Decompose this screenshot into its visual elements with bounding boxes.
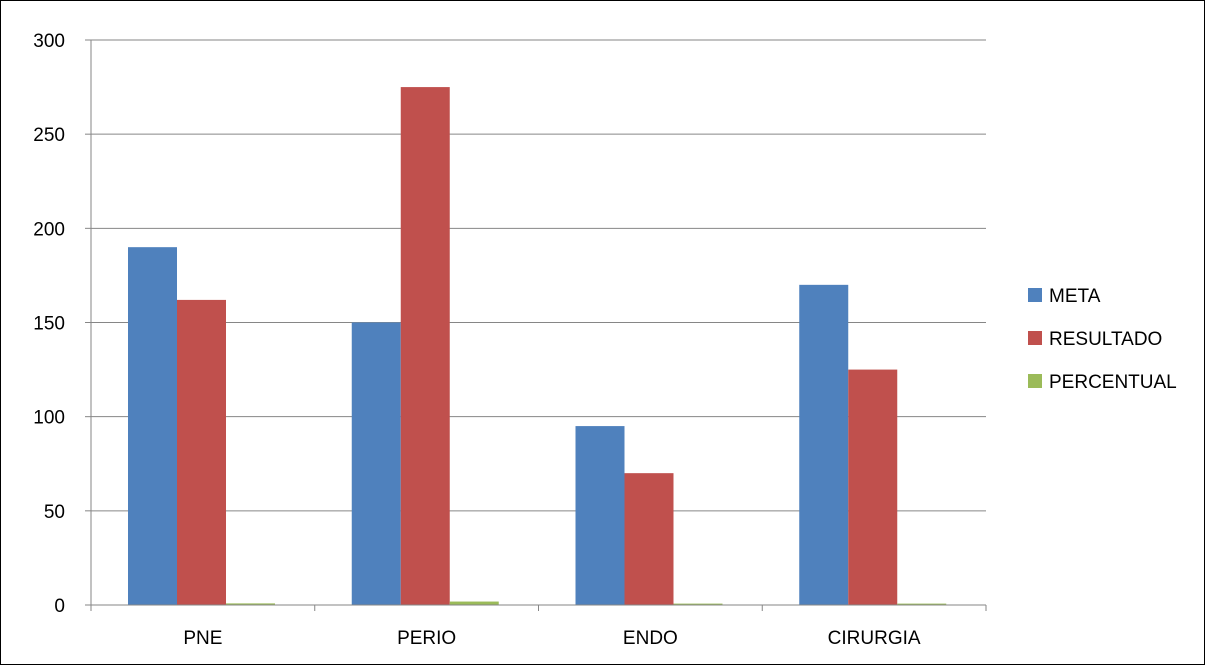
bar-percentual-cirurgia [897,603,947,605]
y-tick-label: 0 [54,596,65,617]
y-tick-label: 150 [33,314,65,335]
bar-percentual-endo [673,603,723,605]
x-tick-label: PERIO [397,628,456,649]
bar-percentual-perio [449,601,499,605]
axes [85,39,987,611]
bar-resultado-cirurgia [848,369,898,605]
legend-swatch-percentual [1028,374,1042,388]
y-tick-label: 50 [44,502,65,523]
x-tick-label: CIRURGIA [828,628,921,649]
bar-meta-endo [575,426,625,605]
bar-meta-pne [128,247,177,605]
x-tick-labels: PNE PERIO ENDO CIRURGIA [183,628,921,649]
bar-percentual-pne [226,603,275,605]
legend-swatch-meta [1028,288,1042,302]
legend-label-meta: META [1049,286,1101,307]
legend: META RESULTADO PERCENTUAL [1028,286,1177,393]
legend-swatch-resultado [1028,331,1042,345]
y-tick-label: 250 [33,125,65,146]
legend-label-resultado: RESULTADO [1049,329,1162,350]
y-tick-label: 200 [33,219,65,240]
bars [128,87,947,606]
bar-meta-perio [351,322,401,605]
y-tick-label: 100 [33,408,65,429]
y-tick-labels: 0 50 100 150 200 250 300 [33,31,65,617]
y-tick-label: 300 [33,31,65,52]
bar-resultado-pne [177,299,226,605]
legend-label-percentual: PERCENTUAL [1049,372,1177,393]
x-tick-label: PNE [183,628,222,649]
bar-resultado-perio [400,87,450,606]
bar-resultado-endo [624,473,674,605]
x-tick-label: ENDO [623,628,678,649]
bar-meta-cirurgia [799,284,849,605]
